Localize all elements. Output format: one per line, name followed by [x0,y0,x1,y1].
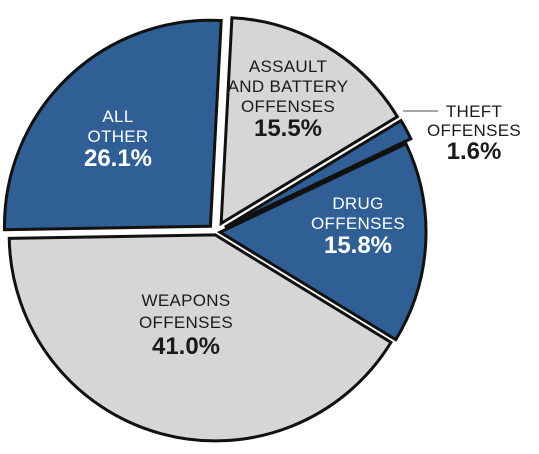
pie-slice-5 [2,18,223,232]
slice-label-line: AND BATTERY [228,77,349,96]
pie-slice-3 [216,141,428,342]
slice-percent-label: 1.6% [447,138,502,165]
slice-label-line: WEAPONS [141,291,230,310]
pie-slice-4 [7,233,394,443]
slice-percent-label: 15.8% [324,232,392,259]
slice-label-line: DRUG [332,194,383,213]
slice-label-line: ASSAULT [249,57,327,76]
slice-label-line: OFFENSES [139,313,233,332]
slice-label-line: THEFT [446,102,502,121]
slice-percent-label: 41.0% [152,333,220,360]
pie-slices [2,16,428,443]
slice-percent-label: 26.1% [84,145,152,172]
slice-label-line: OTHER [88,127,149,146]
slice-label-line: OFFENSES [427,121,521,140]
slice-label-line: OFFENSES [241,97,335,116]
slice-label-line: OFFENSES [311,214,405,233]
slice-label-line: ALL [102,107,133,126]
slice-percent-label: 15.5% [254,115,322,142]
pie-slice-1 [219,16,400,227]
pie-slice-2 [224,118,413,229]
